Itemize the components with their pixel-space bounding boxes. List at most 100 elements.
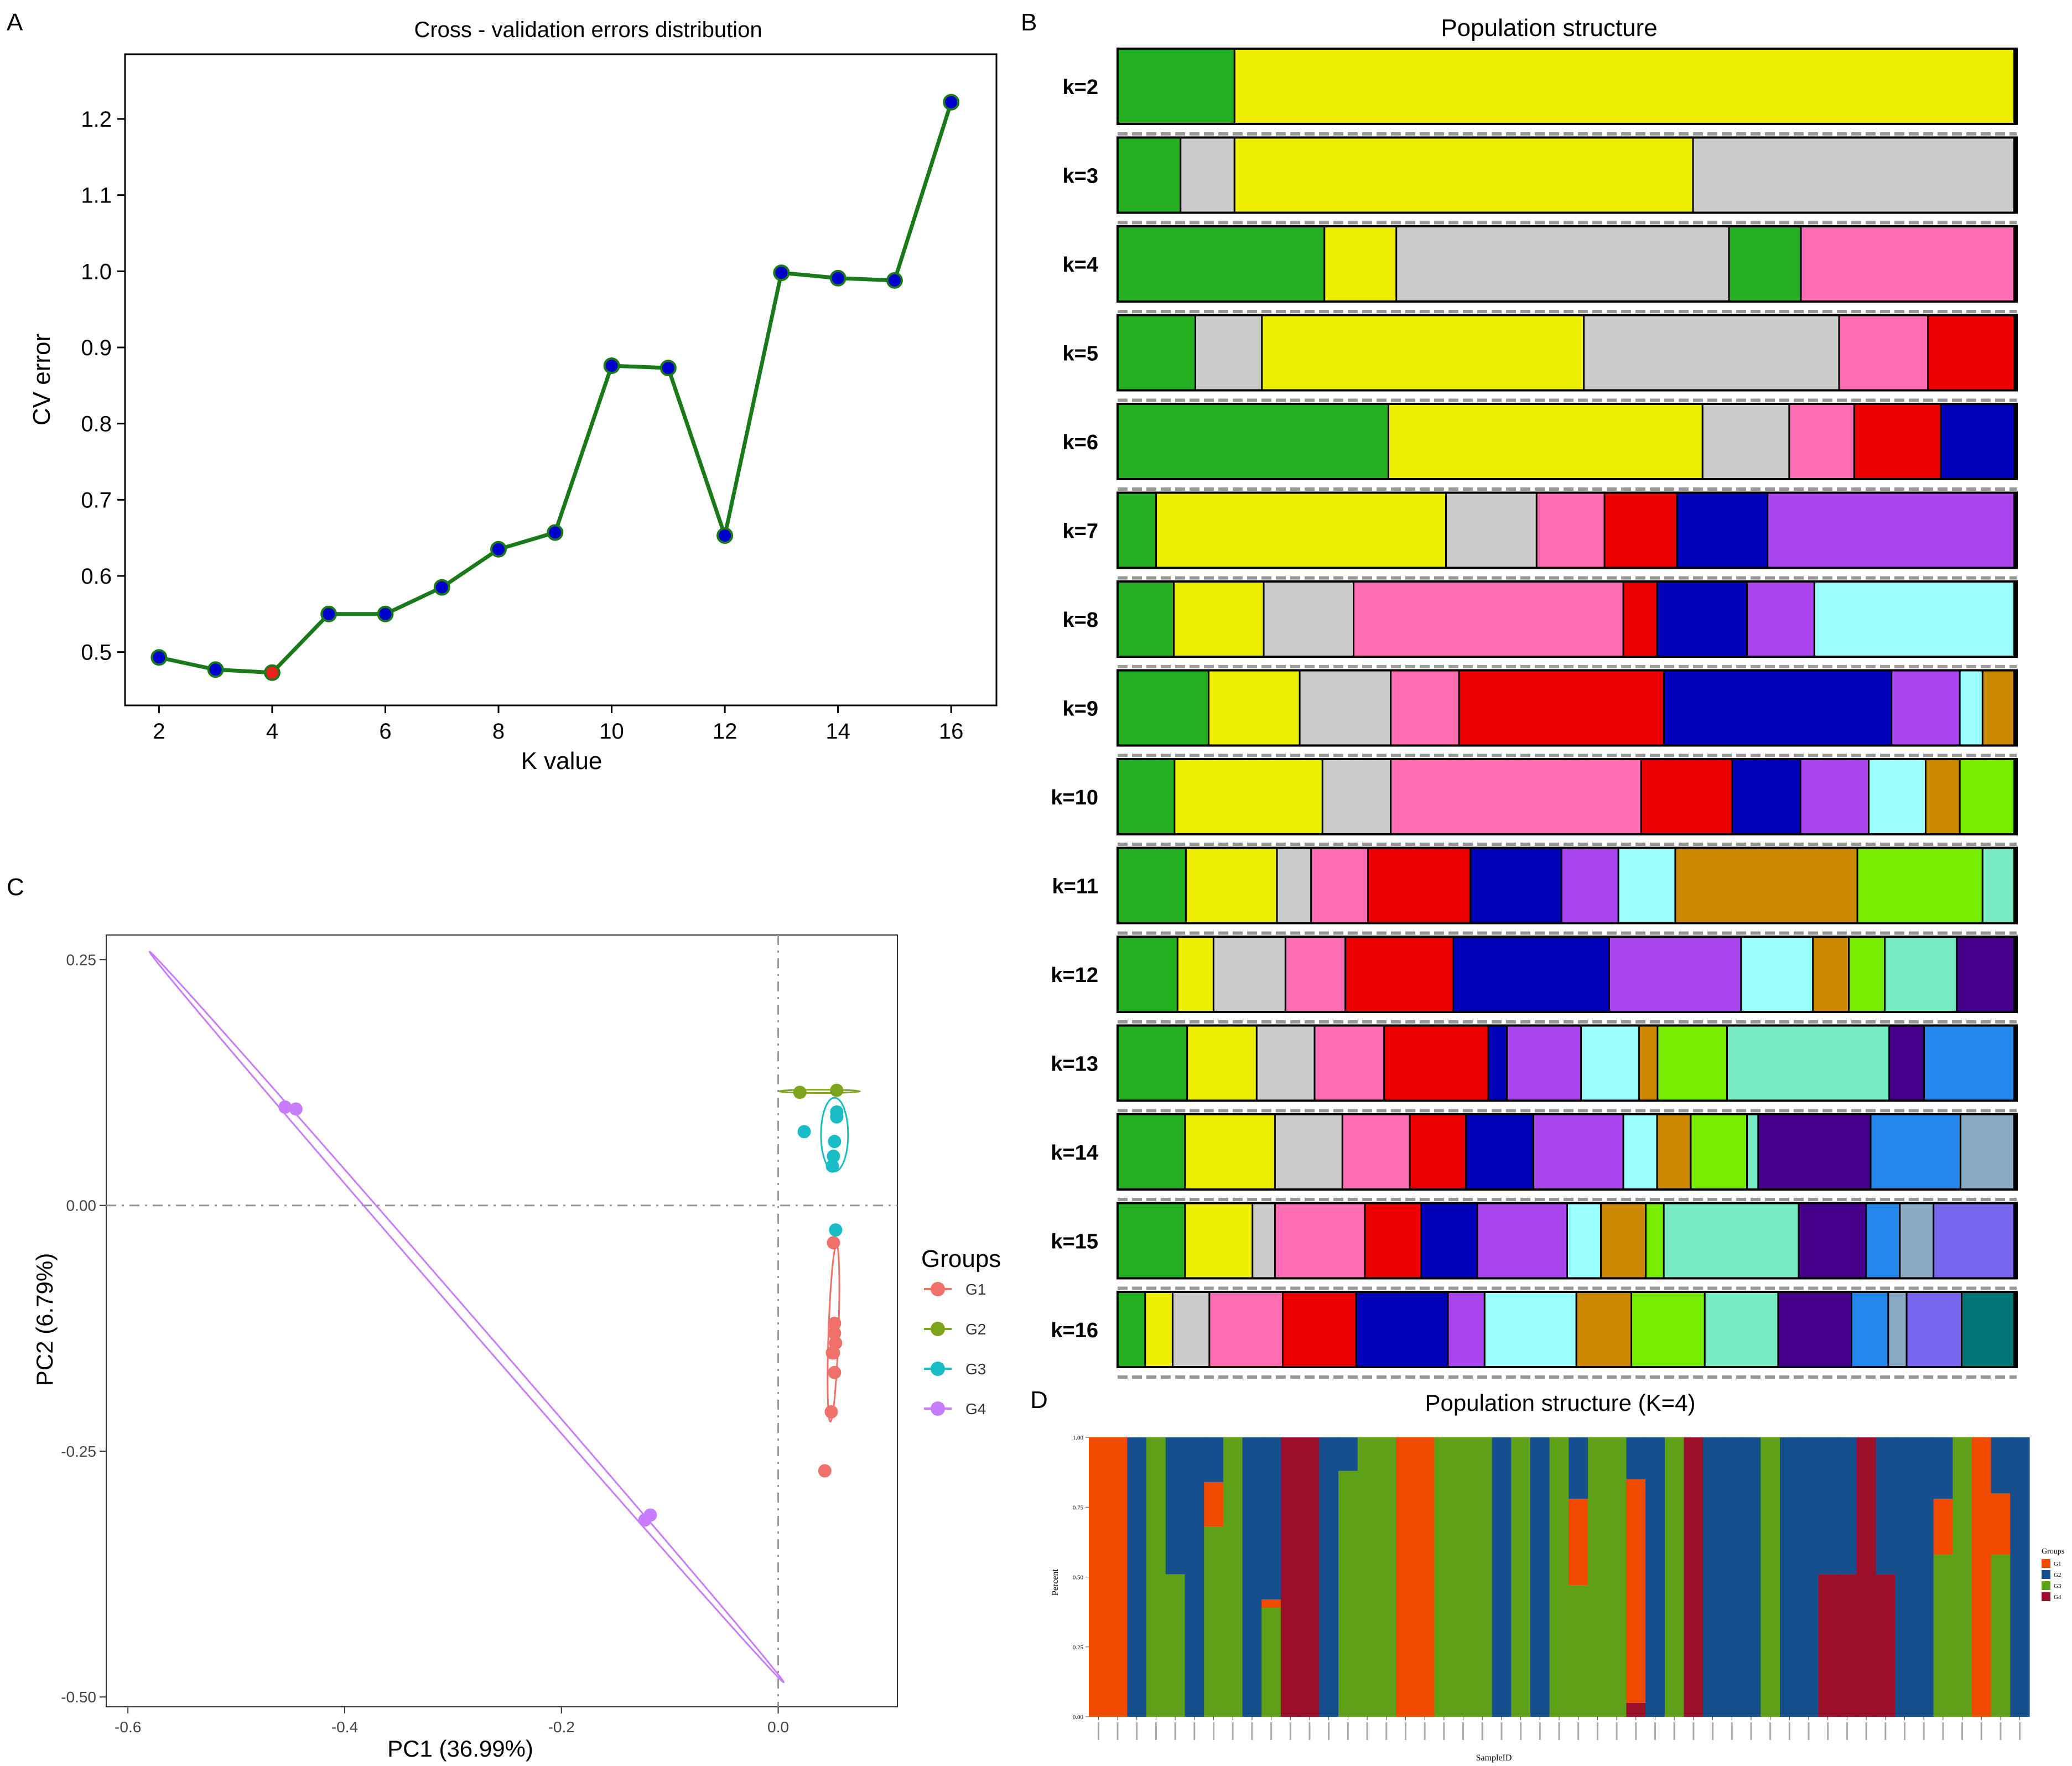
- sample-bar-34-part-0: [1741, 1437, 1761, 1717]
- legend-label-G4: G4: [2054, 1594, 2061, 1601]
- ancestry-block-k=9-7: [1960, 670, 1983, 746]
- panel-b: B Population structure k=2 k=3 k=4 k=5 k=6 k=…: [1021, 9, 2018, 1379]
- x-tick-label-a: 14: [825, 719, 850, 744]
- legend-label-G3: G3: [965, 1360, 986, 1378]
- sample-bar-48-part-0: [2010, 1437, 2030, 1717]
- ancestry-block-k=6-5: [1940, 404, 2017, 479]
- ancestry-block-k=11-3: [1311, 848, 1369, 923]
- ancestry-block-k=7-5: [1677, 492, 1768, 568]
- row-end-bar: [2013, 1025, 2017, 1101]
- ancestry-block-k=16-7: [1484, 1292, 1577, 1367]
- ancestry-block-k=14-8: [1657, 1114, 1691, 1190]
- ancestry-block-k=11-4: [1368, 848, 1471, 923]
- pca-point-G3: [797, 1125, 811, 1139]
- ancestry-block-k=15-3: [1275, 1203, 1365, 1279]
- ancestry-block-k=5-0: [1118, 315, 1196, 391]
- ancestry-block-k=9-0: [1118, 670, 1209, 746]
- ancestry-block-k=15-11: [1798, 1203, 1867, 1279]
- sample-bar-5-part-0: [1185, 1437, 1204, 1717]
- ancestry-block-k=13-3: [1314, 1025, 1385, 1101]
- pca-point-G1: [828, 1316, 842, 1330]
- cv-point-k10: [603, 357, 620, 375]
- ancestry-block-k=14-1: [1185, 1114, 1275, 1190]
- ancestry-block-k=7-0: [1118, 492, 1157, 568]
- ancestry-block-k=14-0: [1118, 1114, 1186, 1190]
- pca-point-G1: [827, 1236, 840, 1250]
- panel-a: A Cross - validation errors distribution…: [7, 9, 998, 775]
- ancestry-block-k=10-1: [1174, 759, 1323, 834]
- sample-bar-28-part-1: [1626, 1479, 1646, 1703]
- sample-bar-39-part-1: [1837, 1437, 1857, 1575]
- cv-error-line: [158, 101, 953, 675]
- sample-bar-33-part-0: [1722, 1437, 1742, 1717]
- x-tick-label-a: 2: [153, 719, 165, 744]
- ancestry-block-k=16-2: [1172, 1292, 1210, 1367]
- pca-point-G1: [824, 1405, 838, 1419]
- ancestry-block-k=13-8: [1639, 1025, 1658, 1101]
- pca-point-G3: [830, 1105, 844, 1119]
- ancestry-block-k=11-6: [1561, 848, 1619, 923]
- legend-label-G1: G1: [2054, 1561, 2061, 1567]
- ancestry-block-k=2-0: [1118, 49, 1235, 124]
- ancestry-block-k=3-0: [1118, 137, 1181, 213]
- pca-point-G3: [829, 1223, 843, 1237]
- x-tick-label-a: 10: [599, 719, 624, 744]
- ancestry-block-k=8-7: [1814, 581, 2017, 657]
- ancestry-block-k=10-9: [1960, 759, 2017, 834]
- sample-bar-47-part-1: [1991, 1493, 2011, 1555]
- sample-bar-17-part-0: [1415, 1437, 1435, 1717]
- ancestry-block-k=14-4: [1410, 1114, 1467, 1190]
- sample-bar-47-part-2: [1991, 1437, 2011, 1493]
- ancestry-block-k=12-2: [1213, 937, 1286, 1012]
- ancestry-block-k=12-6: [1609, 937, 1742, 1012]
- ancestry-block-k=15-1: [1185, 1203, 1253, 1279]
- sample-bar-40-part-0: [1856, 1437, 1877, 1717]
- ancestry-block-k=8-0: [1118, 581, 1175, 657]
- ancestry-block-k=7-2: [1446, 492, 1537, 568]
- legend-swatch-G1: [2042, 1559, 2050, 1568]
- ancestry-block-k=13-4: [1384, 1025, 1489, 1101]
- sample-bar-44-part-0: [1933, 1555, 1953, 1717]
- cv-point-k14: [829, 269, 847, 287]
- y-tick-label-a: 1.0: [81, 259, 112, 284]
- y-tick-label-a: 0.7: [81, 488, 112, 512]
- sample-bar-13-part-1: [1338, 1437, 1358, 1471]
- ancestry-block-k=16-14: [1907, 1292, 1962, 1367]
- sample-bar-38-part-0: [1818, 1574, 1838, 1717]
- sample-bar-37-part-0: [1799, 1437, 1819, 1717]
- ancestry-block-k=16-3: [1209, 1292, 1283, 1367]
- ancestry-block-k=14-12: [1870, 1114, 1961, 1190]
- ancestry-block-k=15-14: [1933, 1203, 2017, 1279]
- cv-point-k3: [207, 661, 224, 678]
- cv-point-k7: [433, 579, 450, 596]
- legend-label-G4: G4: [965, 1400, 986, 1417]
- pca-point-G1: [828, 1365, 842, 1379]
- x-tick-label-c: -0.6: [115, 1718, 141, 1736]
- ancestry-block-k=11-0: [1118, 848, 1186, 923]
- y-tick-label-a: 0.6: [81, 564, 112, 589]
- y-tick-label-a: 1.1: [81, 184, 112, 208]
- pca-point-G4: [643, 1508, 657, 1522]
- row-label-k=7: k=7: [1063, 520, 1098, 543]
- ancestry-block-k=9-2: [1300, 670, 1391, 746]
- row-end-bar: [2013, 226, 2017, 302]
- ancestry-block-k=6-4: [1854, 404, 1941, 479]
- sample-bar-41-part-0: [1876, 1574, 1896, 1717]
- ancestry-block-k=12-1: [1177, 937, 1214, 1012]
- legend-marker-G1: [931, 1282, 945, 1296]
- cv-point-k6: [377, 605, 394, 622]
- pca-point-G4: [289, 1102, 303, 1116]
- ancestry-block-k=10-0: [1118, 759, 1175, 834]
- ancestry-block-k=14-5: [1466, 1114, 1534, 1190]
- sample-bar-47-part-0: [1991, 1555, 2011, 1717]
- ancestry-block-k=3-1: [1180, 137, 1235, 213]
- ancestry-block-k=11-2: [1276, 848, 1312, 923]
- ancestry-block-k=4-1: [1324, 226, 1397, 302]
- ancestry-block-k=16-1: [1145, 1292, 1173, 1367]
- ancestry-block-k=16-5: [1356, 1292, 1448, 1367]
- ancestry-block-k=8-3: [1353, 581, 1624, 657]
- sample-bar-29-part-0: [1645, 1437, 1665, 1717]
- ancestry-block-k=4-0: [1118, 226, 1325, 302]
- row-end-bar: [2013, 1203, 2017, 1279]
- ancestry-block-k=12-8: [1813, 937, 1850, 1012]
